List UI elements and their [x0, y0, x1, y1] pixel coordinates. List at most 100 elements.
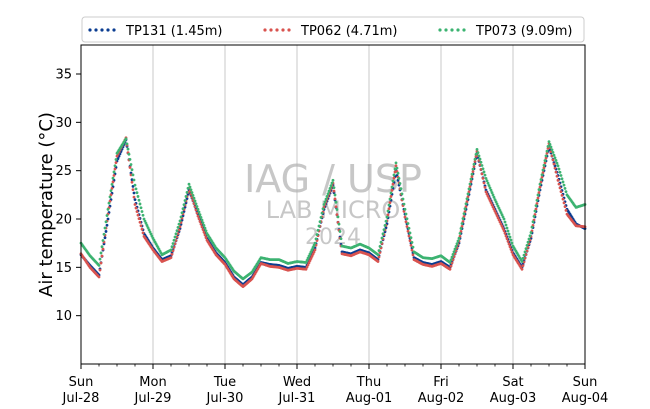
y-axis: 10 15 20 25 30 35 — [55, 68, 81, 324]
data-point — [556, 164, 560, 168]
data-point — [332, 186, 336, 190]
data-point — [329, 184, 333, 188]
data-point — [564, 209, 568, 212]
data-point — [543, 161, 547, 165]
data-point — [198, 220, 202, 223]
data-point — [117, 154, 121, 158]
data-point — [490, 191, 494, 194]
data-point — [131, 188, 135, 192]
data-point — [150, 234, 154, 238]
data-point — [404, 220, 408, 224]
data-point — [509, 248, 513, 251]
data-point — [188, 185, 192, 189]
data-point — [202, 224, 206, 227]
data-point — [191, 193, 195, 197]
data-point — [181, 207, 185, 211]
data-point — [197, 217, 201, 221]
data-point — [507, 232, 511, 236]
data-point — [538, 185, 542, 189]
data-point — [555, 174, 559, 178]
data-point — [126, 147, 130, 151]
data-point — [305, 265, 309, 269]
data-point — [330, 181, 334, 185]
data-point — [312, 243, 316, 247]
data-point — [108, 195, 112, 199]
data-point — [540, 173, 544, 177]
legend-box — [81, 16, 585, 43]
x-tick-label: Tue Jul-30 — [206, 375, 244, 406]
data-point — [321, 207, 325, 211]
y-tick-label: 10 — [55, 309, 72, 324]
data-point — [110, 183, 114, 186]
y-tick-label: 20 — [55, 213, 72, 228]
legend-marker — [88, 28, 92, 32]
data-point — [510, 241, 514, 245]
data-point — [559, 190, 563, 194]
data-point — [335, 208, 339, 211]
data-point — [500, 213, 504, 217]
data-point — [453, 247, 457, 251]
data-point — [531, 220, 535, 224]
data-point — [552, 153, 556, 157]
data-point — [308, 259, 312, 263]
data-point — [523, 256, 527, 260]
data-point — [477, 154, 481, 158]
data-point — [169, 256, 173, 260]
data-point — [398, 182, 402, 185]
data-point — [134, 206, 138, 210]
data-point — [135, 191, 139, 195]
data-point — [334, 200, 338, 204]
data-point — [535, 198, 539, 202]
data-point — [553, 166, 557, 170]
data-point — [179, 215, 183, 219]
data-point — [174, 232, 178, 236]
data-point — [487, 184, 491, 187]
data-point — [129, 173, 133, 177]
data-point — [549, 145, 553, 149]
data-point — [500, 224, 504, 228]
data-point — [458, 231, 462, 235]
data-point — [465, 197, 469, 201]
data-point — [196, 214, 200, 218]
legend-marker — [269, 28, 273, 32]
data-point — [113, 167, 117, 171]
data-point — [390, 185, 394, 189]
data-point — [147, 228, 151, 232]
data-point — [125, 142, 129, 146]
data-point — [394, 161, 398, 165]
data-point — [481, 177, 485, 180]
data-point — [501, 227, 505, 230]
data-point — [471, 170, 475, 173]
data-point — [383, 224, 387, 227]
data-point — [407, 234, 411, 238]
data-point — [133, 198, 137, 202]
data-point — [173, 235, 177, 239]
data-point — [486, 181, 490, 185]
data-point — [408, 239, 412, 243]
data-point — [475, 148, 479, 151]
data-point — [379, 240, 383, 244]
data-point — [169, 248, 173, 252]
data-point — [405, 225, 409, 228]
data-point — [139, 224, 143, 228]
data-point — [460, 222, 464, 225]
data-point — [450, 255, 454, 259]
data-point — [171, 242, 175, 245]
data-point — [339, 237, 343, 241]
data-point — [387, 207, 391, 211]
data-point — [492, 207, 496, 211]
data-point — [522, 253, 526, 257]
data-point — [132, 191, 136, 195]
data-point — [333, 193, 337, 197]
data-point — [479, 160, 483, 164]
data-point — [541, 168, 545, 172]
data-point — [490, 203, 494, 207]
data-point — [396, 171, 400, 175]
data-point — [530, 225, 534, 229]
data-point — [496, 216, 500, 220]
data-point — [554, 170, 558, 174]
data-point — [180, 211, 184, 215]
data-point — [457, 236, 461, 240]
data-point — [495, 214, 499, 217]
data-point — [388, 197, 392, 201]
